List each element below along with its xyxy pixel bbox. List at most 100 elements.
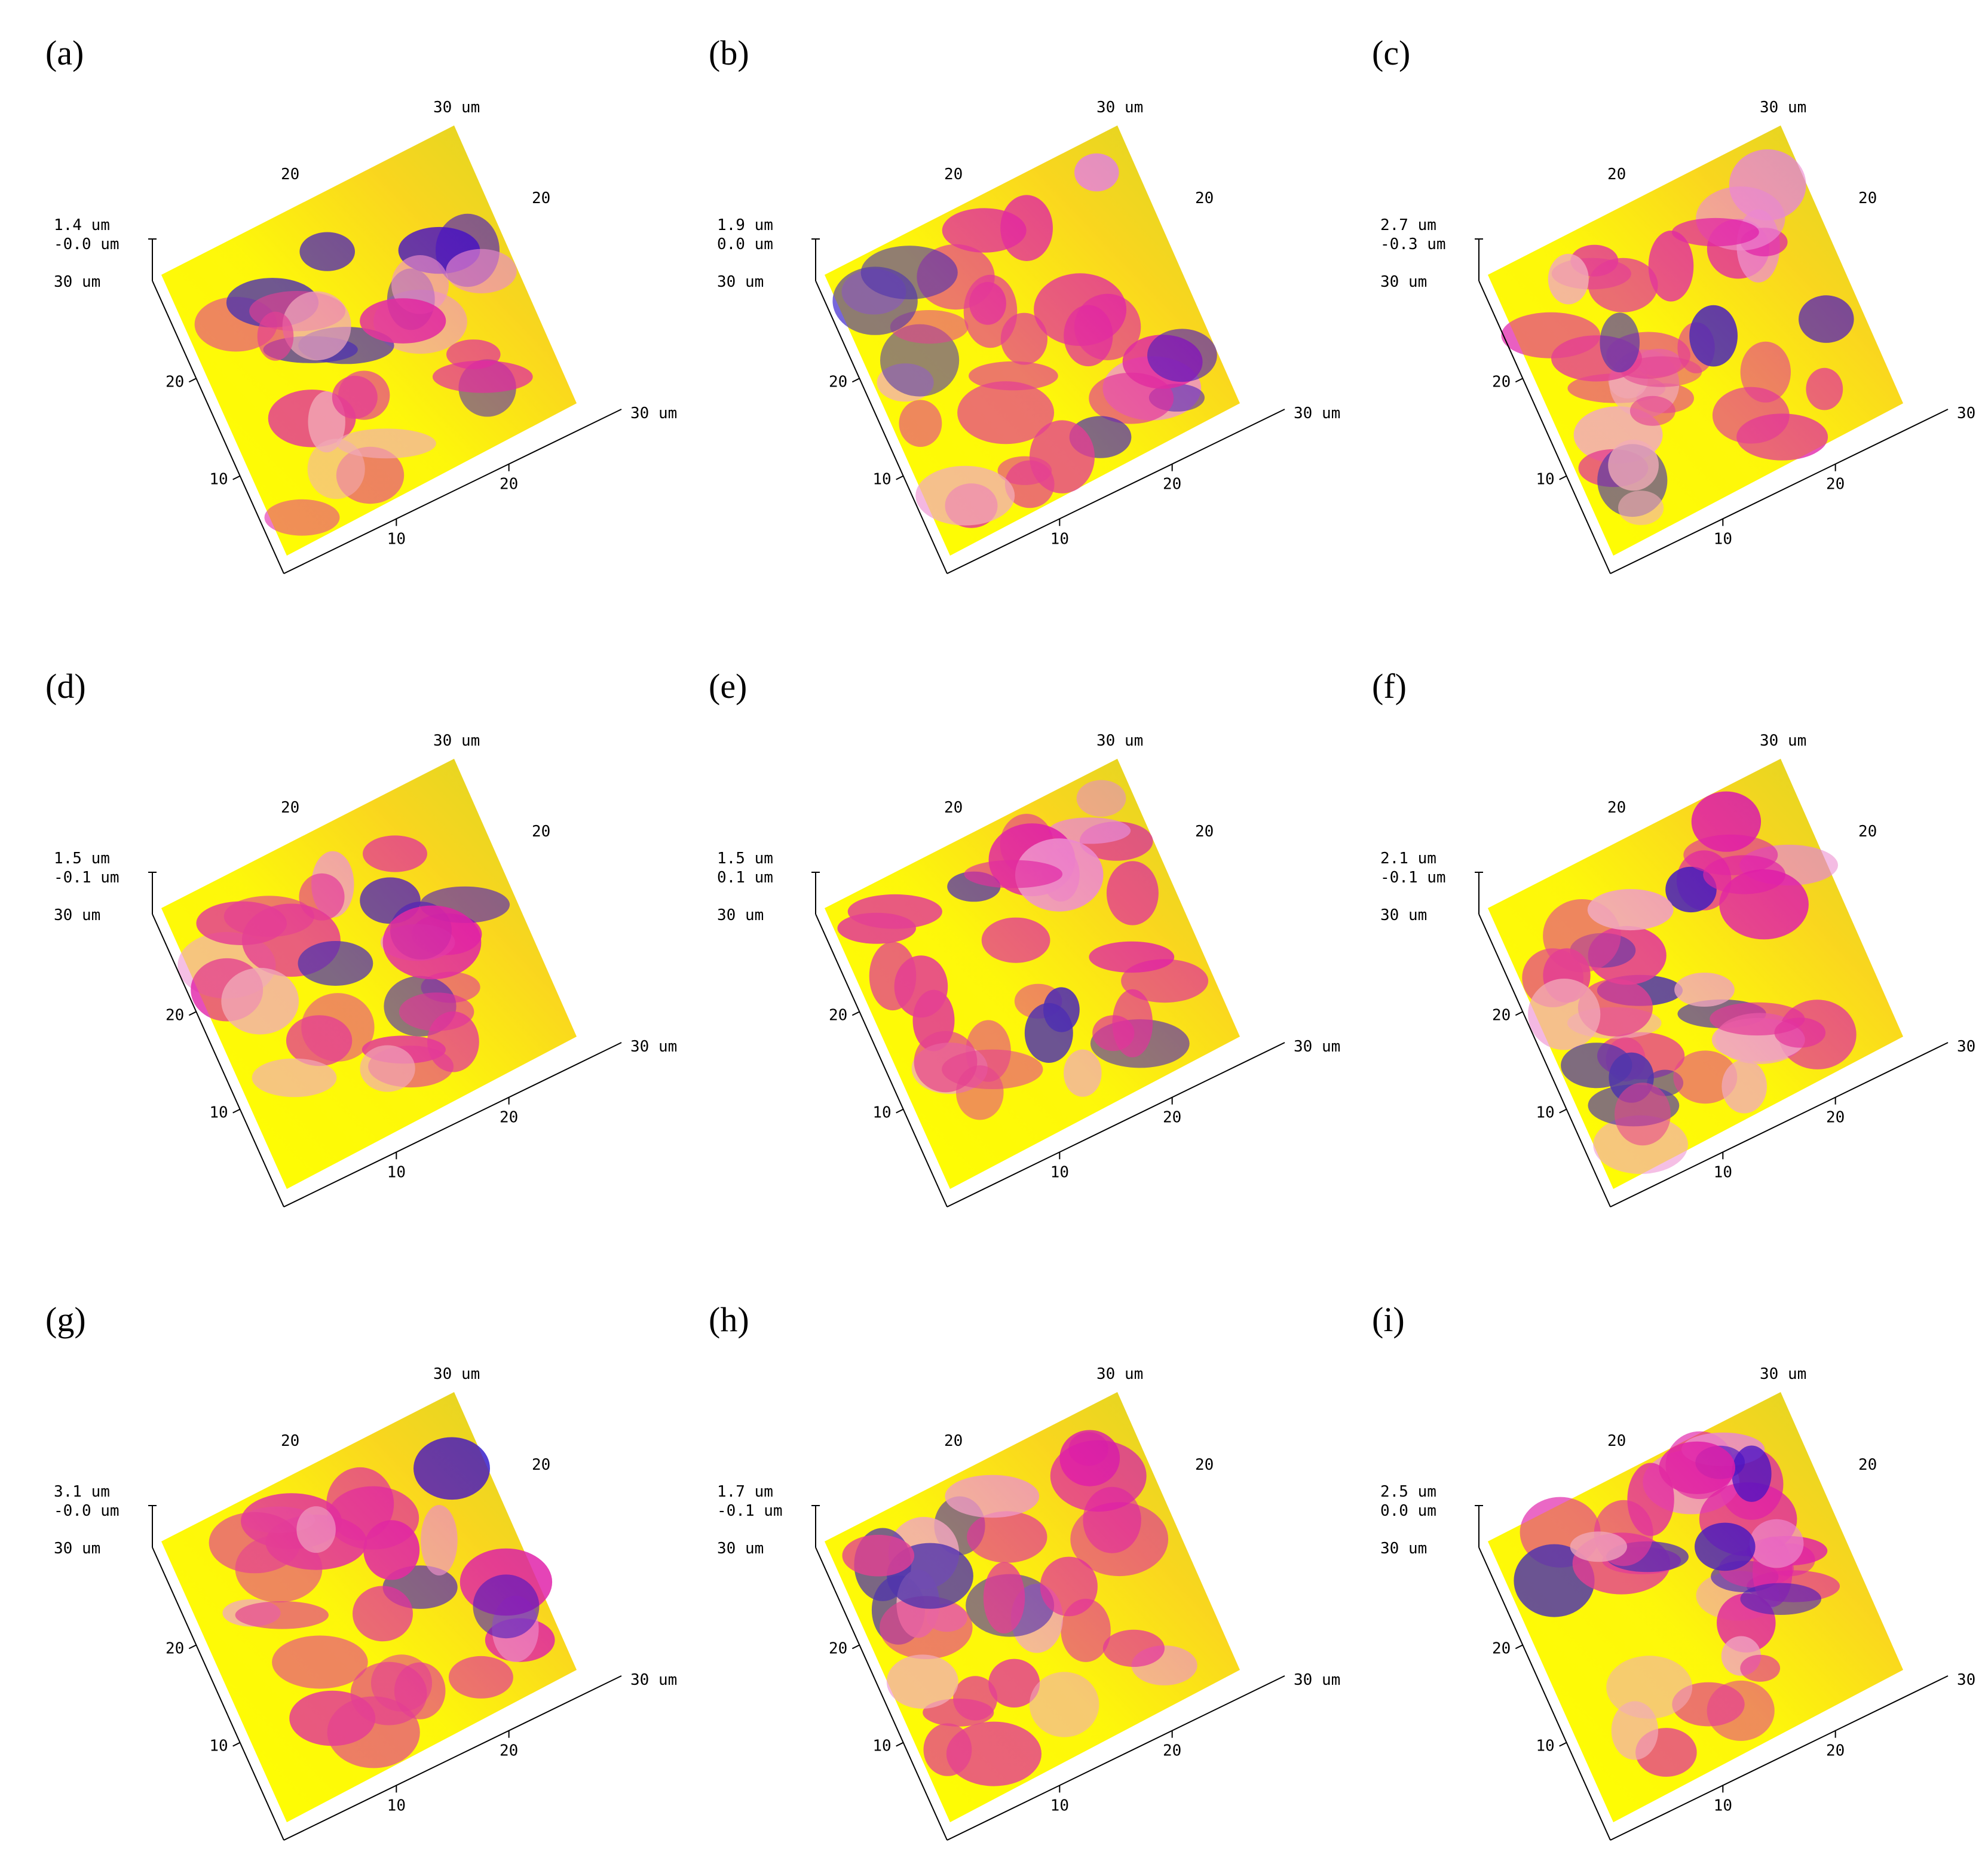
- right-tick-label: 20: [1826, 1109, 1845, 1127]
- back-right-tick-label: 20: [532, 823, 550, 841]
- back-left-tick-label: 20: [1607, 1432, 1626, 1450]
- panel-label: (h): [709, 1300, 749, 1339]
- surface-shading: [161, 125, 577, 556]
- axis-tick: [1515, 1011, 1523, 1016]
- right-tick-label: 10: [387, 1797, 406, 1814]
- z-top-label: 1.9 um: [717, 216, 773, 234]
- surface-shading: [825, 1392, 1240, 1822]
- left-tick-label: 10: [872, 1737, 891, 1755]
- back-right-tick-label: 20: [532, 189, 550, 207]
- axis-tick: [188, 1644, 197, 1650]
- back-right-tick-label: 20: [1195, 189, 1214, 207]
- right-tick-label: 10: [1050, 1163, 1069, 1181]
- right-tick-label: 10: [1714, 1163, 1732, 1181]
- left-tick-label: 20: [1492, 373, 1511, 391]
- axis-tick: [851, 1011, 860, 1016]
- corner-left-label: 30 um: [54, 1540, 100, 1558]
- corner-back-label: 30 um: [1096, 1365, 1143, 1383]
- back-left-tick-label: 20: [281, 165, 299, 183]
- corner-back-label: 30 um: [1760, 99, 1806, 117]
- right-tick-label: 20: [1826, 476, 1845, 493]
- corner-back-label: 30 um: [433, 1365, 480, 1383]
- z-top-label: 1.5 um: [54, 850, 110, 868]
- left-tick-label: 10: [1536, 1737, 1554, 1755]
- axis-right: [946, 1042, 1285, 1207]
- panel-label: (f): [1372, 667, 1407, 706]
- axis-right: [283, 1675, 622, 1841]
- z-bottom-label: -0.1 um: [54, 869, 120, 887]
- right-tick-label: 10: [387, 530, 406, 548]
- corner-left-label: 30 um: [1380, 273, 1427, 291]
- left-tick-label: 20: [829, 1006, 847, 1024]
- corner-left-label: 30 um: [1380, 906, 1427, 924]
- afm-surface-plot: 1.7 um-0.1 um 30 um 20 10 10 20 30 um 30 um 20 20: [717, 1365, 1340, 1841]
- axis-tick: [1515, 1644, 1523, 1650]
- axis-left: [1478, 1547, 1611, 1841]
- z-bottom-label: -0.0 um: [54, 235, 120, 253]
- axis-tick: [232, 1742, 241, 1747]
- axis-left: [815, 1547, 948, 1841]
- z-bottom-label: -0.0 um: [54, 1502, 120, 1520]
- panel-label: (g): [45, 1300, 86, 1339]
- afm-surface-plot: 1.5 um-0.1 um 30 um 20 10 10 20 30 um 30 um 20 20: [54, 732, 677, 1207]
- back-left-tick-label: 20: [281, 1432, 299, 1450]
- back-right-tick-label: 20: [1858, 189, 1877, 207]
- z-top-label: 2.7 um: [1380, 216, 1436, 234]
- right-tick-label: 20: [500, 476, 518, 493]
- corner-left-label: 30 um: [1380, 1540, 1427, 1558]
- axis-tick: [851, 1644, 860, 1650]
- axis-right: [283, 409, 622, 574]
- afm-panel-e: (e) 1.5 um 0.1 um 30 um 20 10 10 20 30 um 30 um 20…: [705, 669, 1340, 1243]
- z-bottom-label: 0.0 um: [1380, 1502, 1436, 1520]
- panel-label: (a): [45, 33, 84, 72]
- afm-panel-h: (h) 1.7 um -0.1 um 30 um 20 10 10 20 30 um 30 um 2…: [705, 1300, 1340, 1876]
- back-right-tick-label: 20: [1195, 823, 1214, 841]
- right-tick-label: 10: [1714, 530, 1732, 548]
- axis-left: [152, 280, 284, 574]
- back-right-tick-label: 20: [532, 1456, 550, 1474]
- corner-left-label: 30 um: [717, 1540, 764, 1558]
- axis-right: [1610, 1042, 1949, 1207]
- z-top-label: 1.4 um: [54, 216, 110, 234]
- z-bottom-label: 0.1 um: [717, 869, 773, 887]
- right-tick-label: 20: [1163, 476, 1181, 493]
- corner-right-label: 30 um: [1957, 1671, 1985, 1689]
- surface-shading: [1488, 759, 1903, 1189]
- left-tick-label: 20: [166, 373, 184, 391]
- left-tick-label: 20: [829, 373, 847, 391]
- z-bottom-label: -0.3 um: [1380, 235, 1446, 253]
- axis-left: [815, 914, 948, 1207]
- corner-left-label: 30 um: [717, 906, 764, 924]
- corner-left-label: 30 um: [54, 273, 100, 291]
- axis-tick: [1559, 1742, 1567, 1747]
- back-left-tick-label: 20: [944, 1432, 963, 1450]
- axis-left: [1478, 280, 1611, 574]
- axis-tick: [188, 1011, 197, 1016]
- afm-surface-plot: 2.7 um-0.3 um 30 um 20 10 10 20 30 um 30 um 20 20: [1380, 99, 1985, 574]
- corner-left-label: 30 um: [717, 273, 764, 291]
- axis-right: [946, 409, 1285, 574]
- axis-left: [1478, 914, 1611, 1207]
- back-left-tick-label: 20: [1607, 799, 1626, 817]
- left-tick-label: 20: [166, 1639, 184, 1657]
- axis-tick: [232, 475, 241, 480]
- corner-back-label: 30 um: [433, 732, 480, 750]
- afm-panel-a: (a) 1.4 um -0.0 um 30 um 20 10 10 20 30 um 30 um 2…: [42, 33, 677, 609]
- corner-right-label: 30 um: [630, 404, 677, 422]
- right-tick-label: 10: [387, 1163, 406, 1181]
- back-left-tick-label: 20: [1607, 165, 1626, 183]
- corner-left-label: 30 um: [54, 906, 100, 924]
- back-left-tick-label: 20: [944, 799, 963, 817]
- corner-right-label: 30 um: [1957, 1038, 1985, 1056]
- corner-back-label: 30 um: [433, 99, 480, 117]
- axis-tick: [896, 1108, 904, 1114]
- right-tick-label: 20: [1163, 1109, 1181, 1127]
- corner-right-label: 30 um: [1294, 404, 1340, 422]
- corner-back-label: 30 um: [1760, 1365, 1806, 1383]
- z-top-label: 1.7 um: [717, 1483, 773, 1501]
- left-tick-label: 20: [829, 1639, 847, 1657]
- surface-shading: [825, 125, 1240, 556]
- right-tick-label: 20: [500, 1109, 518, 1127]
